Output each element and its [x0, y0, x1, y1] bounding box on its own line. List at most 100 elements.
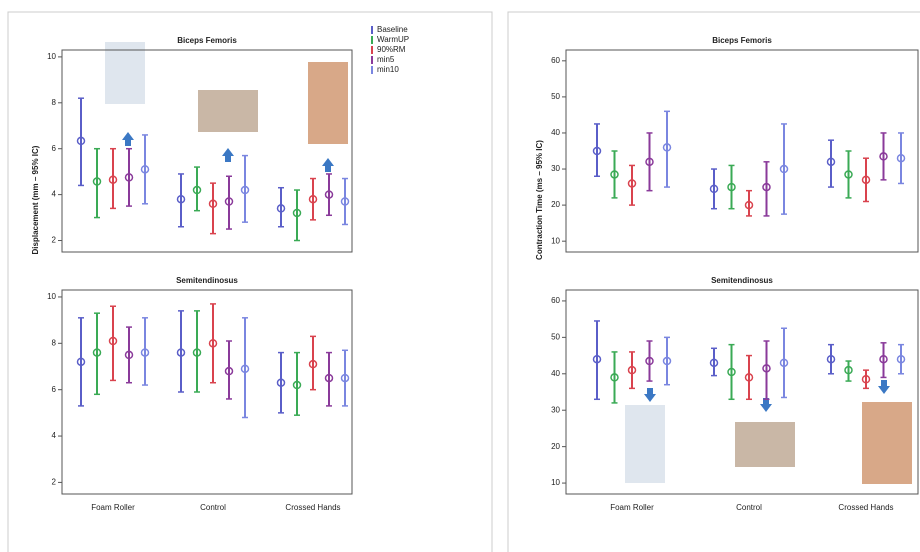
error-bar	[879, 342, 888, 379]
error-bar	[627, 164, 637, 206]
error-bar	[224, 175, 234, 230]
arrow	[122, 132, 134, 146]
error-bar	[645, 132, 654, 192]
arrow	[760, 398, 772, 412]
error-bar	[276, 351, 286, 414]
error-bar	[727, 343, 736, 401]
y-tick-label: 10	[551, 236, 560, 245]
error-bar	[627, 351, 637, 390]
photo-crossed-hands	[308, 62, 348, 144]
plot-frame	[565, 49, 919, 253]
mean-marker	[76, 357, 86, 367]
error-bar	[108, 305, 118, 382]
error-bar	[140, 134, 150, 205]
mean-marker	[276, 204, 286, 213]
error-bar	[709, 168, 719, 210]
plot-frame	[61, 289, 353, 495]
error-bar	[108, 147, 118, 210]
y-tick-label: 6	[52, 144, 57, 153]
error-bar	[340, 349, 350, 407]
mean-marker	[627, 179, 637, 188]
mean-marker	[292, 380, 302, 390]
error-bar	[896, 132, 906, 185]
mean-marker	[662, 143, 672, 152]
error-bar	[744, 189, 754, 217]
y-tick-label: 10	[47, 52, 56, 61]
error-bar	[896, 343, 906, 375]
mean-marker	[224, 197, 234, 206]
error-bar	[592, 320, 602, 401]
mean-marker	[662, 356, 672, 366]
y-tick-label: 20	[551, 200, 560, 209]
legend-label: 90%RM	[377, 45, 406, 54]
error-bar	[844, 360, 853, 382]
error-bar	[744, 354, 754, 401]
error-bar	[208, 303, 218, 384]
error-bar	[762, 340, 771, 401]
error-bar	[276, 186, 286, 228]
mean-marker	[276, 378, 286, 387]
mean-marker	[779, 164, 789, 174]
photo-control	[198, 90, 258, 132]
mean-marker	[76, 136, 86, 146]
mean-marker	[844, 170, 853, 179]
mean-marker	[727, 182, 736, 192]
y-tick-label: 2	[52, 478, 57, 487]
y-tick-label: 8	[52, 98, 57, 107]
mean-marker	[610, 170, 619, 179]
mean-marker	[108, 336, 118, 346]
mean-marker	[762, 182, 771, 192]
error-bar	[208, 182, 218, 235]
legend-label: Baseline	[377, 25, 408, 34]
mean-marker	[124, 173, 134, 182]
error-bar	[292, 351, 302, 416]
legend-label: min10	[377, 65, 399, 74]
plot-frame	[61, 49, 353, 253]
error-bar	[192, 166, 202, 212]
arrow	[222, 148, 234, 162]
y-axis-label: Displacement (mm – 95% IC)	[31, 145, 40, 254]
error-bar	[662, 110, 672, 188]
error-bar	[727, 164, 736, 210]
error-bar	[176, 173, 186, 228]
mean-marker	[844, 365, 853, 375]
mean-marker	[308, 359, 318, 369]
error-bar	[826, 139, 836, 188]
x-tick-label: Foam Roller	[91, 503, 135, 512]
plot-frame	[565, 289, 919, 495]
mean-marker	[762, 364, 771, 373]
y-tick-label: 6	[52, 385, 57, 394]
mean-marker	[896, 354, 906, 364]
y-tick-label: 10	[47, 292, 56, 301]
error-bar	[176, 310, 186, 393]
error-bar	[662, 336, 672, 386]
error-bar	[779, 327, 789, 399]
mean-marker	[879, 152, 888, 161]
x-tick-label: Control	[200, 503, 226, 512]
mean-marker	[308, 194, 318, 204]
mean-marker	[826, 354, 836, 364]
error-bar	[224, 340, 234, 400]
mean-marker	[610, 373, 619, 382]
y-tick-label: 10	[551, 478, 560, 487]
error-bar	[140, 317, 150, 386]
mean-marker	[627, 365, 637, 375]
mean-marker	[744, 373, 754, 382]
illustrations	[105, 42, 912, 484]
y-tick-label: 50	[551, 92, 560, 101]
mean-marker	[879, 354, 888, 364]
arrow	[644, 388, 656, 402]
error-bar	[124, 147, 134, 207]
y-tick-label: 2	[52, 236, 57, 245]
y-tick-label: 30	[551, 164, 560, 173]
mean-marker	[292, 208, 302, 218]
mean-marker	[861, 375, 871, 384]
error-bar	[861, 157, 871, 203]
error-bar	[709, 347, 719, 377]
mean-marker	[727, 367, 736, 377]
arrow	[322, 158, 334, 172]
error-bar	[76, 317, 86, 407]
y-tick-label: 60	[551, 56, 560, 65]
mean-marker	[140, 348, 150, 357]
